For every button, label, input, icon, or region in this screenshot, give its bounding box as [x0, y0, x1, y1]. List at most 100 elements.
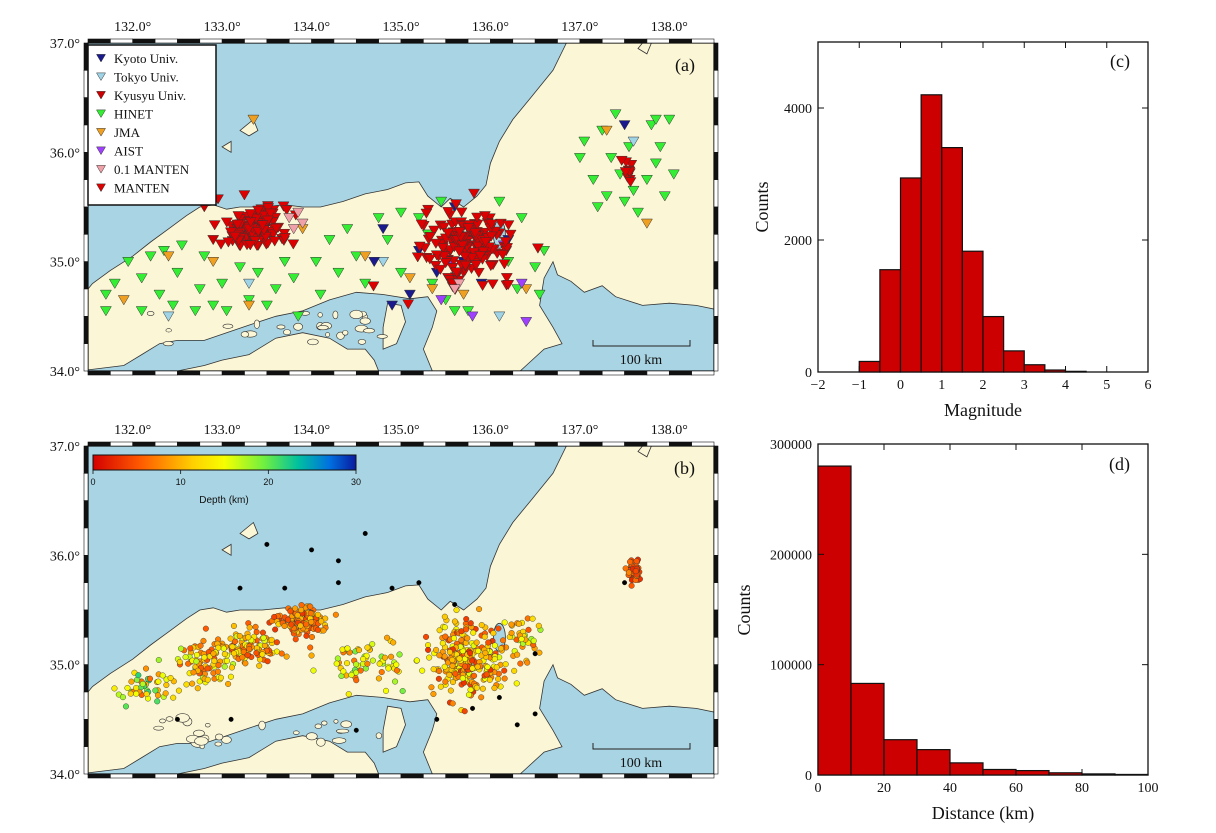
earthquake-event	[399, 688, 406, 695]
histogram-bar	[883, 739, 918, 776]
colorbar-label: Depth (km)	[199, 495, 248, 506]
frame-segment	[288, 38, 312, 44]
earthquake-event	[428, 684, 435, 691]
earthquake-event	[340, 668, 347, 675]
manten-station	[367, 281, 380, 292]
earthquake-event	[228, 664, 235, 671]
x-tick-label: 135.0°	[382, 423, 419, 438]
manten-station	[244, 240, 257, 251]
x-tick-label: 135.0°	[382, 20, 419, 35]
earthquake-event	[343, 660, 350, 667]
earthquake-event	[511, 667, 518, 674]
frame-segment	[601, 370, 625, 376]
frame-segment	[691, 441, 715, 447]
manten-station	[459, 260, 472, 271]
histogram-bar	[1003, 350, 1025, 373]
inland-sea-island	[316, 737, 326, 747]
jma-station	[600, 125, 613, 136]
frame-segment	[83, 527, 89, 556]
frame-segment	[288, 441, 312, 447]
frame-segment	[490, 441, 514, 447]
map-ticks: 132.0° 133.0° 134.0° 135.0° 136.0° 137.0° 138.…	[50, 423, 688, 783]
y-tick-label: 36.0°	[50, 146, 80, 161]
frame-segment	[83, 445, 89, 474]
frame-segment	[400, 38, 424, 44]
0-1-manten-station	[296, 218, 309, 229]
hinet-station	[207, 300, 220, 311]
earthquake-event	[287, 608, 294, 615]
frame-segment	[83, 261, 89, 290]
frame-segment	[713, 152, 719, 180]
manten-station	[442, 207, 455, 218]
earthquake-event	[441, 663, 448, 670]
frame-segment	[713, 555, 719, 583]
earthquake-event	[475, 648, 482, 655]
tokyo-univ-station	[162, 311, 175, 322]
frame-segment	[534, 370, 558, 376]
0-1-manten-station	[287, 224, 300, 235]
histogram-bar	[858, 360, 881, 373]
manten-station	[456, 240, 469, 251]
frame-segment	[378, 773, 402, 779]
earthquake-event	[491, 642, 498, 649]
manten-station	[434, 264, 447, 275]
hinet-station	[243, 295, 255, 306]
manten-station	[484, 261, 497, 272]
frame-segment	[244, 370, 268, 376]
earthquake-event	[239, 654, 246, 661]
earthquake-event	[298, 606, 305, 613]
frame-segment	[490, 773, 514, 779]
hinet-station	[153, 289, 166, 300]
frame-segment	[490, 370, 514, 376]
frame-segment	[87, 773, 111, 779]
earthquake-event	[628, 582, 635, 589]
earthquake-event	[459, 675, 466, 682]
earthquake-event	[314, 626, 321, 633]
hinet-station	[193, 284, 206, 295]
y-tick-label: 300000	[770, 438, 812, 453]
histogram-bar	[916, 749, 951, 776]
inland-sea-island	[317, 312, 323, 318]
y-tick-label: 37.0°	[50, 440, 80, 455]
earthquake-event	[200, 637, 207, 644]
earthquake-event	[451, 635, 458, 642]
frame-segment	[713, 234, 719, 262]
earthquake-event	[310, 667, 317, 674]
earthquake-event	[463, 626, 470, 633]
earthquake-event	[464, 635, 471, 642]
frame-segment	[400, 773, 424, 779]
earthquake-event	[449, 656, 456, 663]
earthquake-event	[501, 619, 508, 626]
earthquake-event	[214, 668, 221, 675]
tokyo-univ-station	[243, 278, 255, 289]
frame-segment	[713, 261, 719, 290]
earthquake-event	[393, 667, 400, 674]
frame-segment	[244, 441, 268, 447]
aist-station	[435, 295, 448, 306]
shikoku-land	[176, 735, 380, 774]
legend-entry-kyusyu-univ: Kyusyu Univ.	[114, 88, 186, 103]
frame-segment	[333, 441, 357, 447]
earthquake-event	[364, 660, 371, 667]
hinet-station	[310, 257, 322, 268]
frame-segment	[311, 441, 335, 447]
frame-segment	[445, 38, 469, 44]
legend-marker-tokyo-univ	[96, 72, 106, 81]
inland-sea-island	[375, 732, 383, 739]
scale-bar-label: 100 km	[620, 353, 663, 368]
earthquake-event	[189, 680, 196, 687]
frame-segment	[467, 38, 491, 44]
hinet-station	[278, 257, 291, 268]
earthquake-event	[272, 626, 279, 633]
hinet-station	[511, 284, 524, 295]
deep-earthquake-event	[335, 558, 341, 564]
earthquake-event	[194, 685, 201, 692]
frame-segment	[110, 441, 134, 447]
colorbar-ticks: 0 10 20 30	[90, 470, 361, 487]
inland-sea-island	[332, 310, 339, 320]
inland-sea-island	[162, 341, 174, 347]
y-tick-label: 0	[805, 769, 812, 784]
manten-station	[402, 299, 415, 310]
legend-marker-kyusyu-univ	[96, 91, 106, 100]
deep-earthquake-event	[282, 585, 288, 591]
